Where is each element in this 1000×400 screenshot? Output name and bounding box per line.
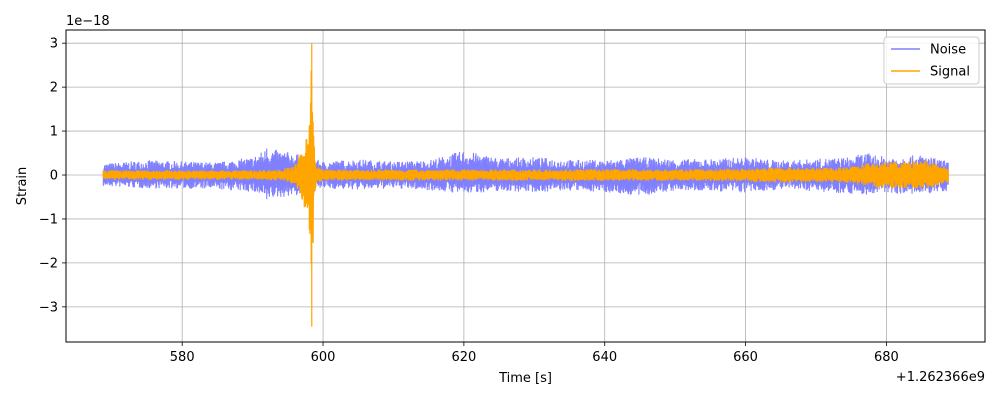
y-tick-label: 0 [50,169,58,184]
y-scale-label: 1e−18 [66,14,110,29]
series-layer [102,43,949,327]
x-axis-label: Time [s] [498,371,552,386]
x-tick-label: 660 [733,350,758,365]
y-tick-label: −1 [39,212,58,227]
tick-layer: 580 600 620 640 660 680 −3 −2 −1 0 1 2 3 [39,37,899,365]
axes-frame [65,29,986,343]
x-tick-label: 580 [170,350,195,365]
x-tick-label: 600 [311,350,336,365]
x-tick-label: 680 [874,350,899,365]
y-tick-label: −3 [39,300,58,315]
y-axis-label: Strain [15,167,30,206]
x-tick-label: 640 [592,350,617,365]
legend-label-signal: Signal [930,65,970,80]
x-offset-label: +1.262366e9 [896,370,985,385]
y-tick-label: 3 [50,37,58,52]
y-tick-label: −2 [39,256,58,271]
y-tick-label: 1 [50,125,58,140]
y-tick-label: 2 [50,81,58,96]
legend-label-noise: Noise [930,43,966,58]
series-signal-line [102,43,949,327]
legend: Noise Signal [883,36,980,85]
x-tick-label: 620 [451,350,476,365]
